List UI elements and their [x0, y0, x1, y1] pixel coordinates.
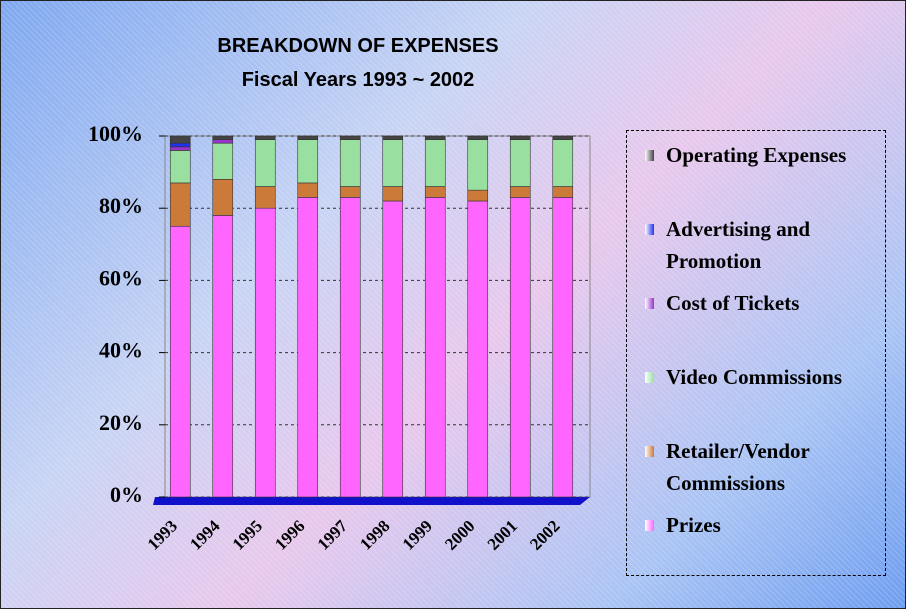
legend-swatch — [645, 372, 654, 383]
bar-segment — [509, 197, 531, 498]
y-tick-label: 60% — [99, 265, 143, 290]
legend-entry: Advertising and Promotion — [645, 213, 880, 277]
bar-segment — [169, 150, 191, 184]
legend-swatch — [645, 224, 654, 235]
legend-entry: Retailer/Vendor Commissions — [645, 435, 880, 499]
bar-segment — [254, 186, 276, 209]
y-tick-label: 100% — [88, 121, 143, 146]
bar-segment — [467, 189, 489, 202]
legend-label: Prizes — [666, 513, 721, 537]
legend-swatch — [645, 150, 654, 161]
legend: Prizes Retailer/Vendor Commissions Video C… — [626, 130, 886, 576]
legend-entry: Prizes — [645, 509, 880, 541]
bar-segment — [254, 135, 276, 140]
bar-segment — [382, 200, 404, 498]
x-tick-label: 1997 — [314, 516, 352, 554]
y-tick-label: 80% — [99, 193, 143, 218]
bar-segment — [424, 186, 446, 198]
x-tick-label: 2002 — [526, 516, 563, 553]
legend-swatch — [645, 446, 654, 457]
bar-segment — [339, 135, 361, 140]
bar-segment — [382, 186, 404, 202]
bar-segment — [382, 139, 404, 187]
bar-segment — [552, 186, 574, 198]
bar-segment — [552, 135, 574, 140]
bar-segment — [467, 200, 489, 498]
bar-segment — [424, 139, 446, 187]
bar-segment — [382, 135, 404, 140]
bar-segment — [169, 135, 191, 144]
bar-segment — [509, 135, 531, 140]
bar-segment — [509, 186, 531, 198]
legend-label: Operating Expenses — [666, 143, 847, 167]
bar-segment — [467, 135, 489, 140]
legend-swatch — [645, 520, 654, 531]
x-tick-label: 1995 — [229, 516, 266, 553]
y-tick-label: 40% — [99, 338, 143, 363]
legend-entry: Video Commissions — [645, 361, 880, 393]
bar-segment — [212, 179, 234, 216]
bar-segment — [339, 139, 361, 187]
x-tick-label: 1998 — [356, 516, 393, 553]
legend-label: Retailer/Vendor Commissions — [666, 439, 810, 495]
y-tick-label: 0% — [110, 482, 143, 507]
chart-subtitle: Fiscal Years 1993 ~ 2002 — [242, 69, 475, 91]
bar-segment — [212, 135, 234, 140]
x-tick-label: 1996 — [271, 516, 308, 553]
legend-label: Cost of Tickets — [666, 291, 800, 315]
bar-segment — [297, 182, 319, 198]
legend-swatch — [645, 298, 654, 309]
legend-label: Video Commissions — [666, 365, 842, 389]
bar-segment — [169, 142, 191, 148]
bar-segment — [552, 139, 574, 187]
legend-entry: Operating Expenses — [645, 139, 880, 171]
bar-segment — [169, 182, 191, 227]
legend-entry: Cost of Tickets — [645, 287, 880, 319]
bar-segment — [297, 139, 319, 184]
y-tick-label: 20% — [99, 410, 143, 435]
x-tick-label: 2001 — [484, 516, 521, 553]
bar-segment — [212, 142, 234, 180]
floor — [153, 497, 590, 505]
x-tick-label: 2000 — [441, 516, 478, 553]
chart-title: BREAKDOWN OF EXPENSES — [217, 35, 498, 57]
bar-segment — [467, 139, 489, 191]
bar-segment — [169, 146, 191, 151]
bar-segment — [424, 197, 446, 498]
x-tick-label: 1993 — [144, 516, 181, 553]
bar-segment — [297, 135, 319, 140]
legend-label: Advertising and Promotion — [666, 217, 811, 273]
bar-segment — [169, 225, 191, 498]
bar-segment — [552, 197, 574, 498]
bar-segment — [212, 215, 234, 498]
x-tick-label: 1994 — [186, 516, 224, 554]
bar-segment — [339, 197, 361, 498]
bar-segment — [509, 139, 531, 187]
x-tick-label: 1999 — [399, 516, 436, 553]
bar-segment — [297, 197, 319, 498]
bar-segment — [424, 135, 446, 140]
bar-segment — [212, 139, 234, 144]
bar-segment — [254, 139, 276, 187]
bar-segment — [254, 207, 276, 498]
bar-segment — [339, 186, 361, 198]
